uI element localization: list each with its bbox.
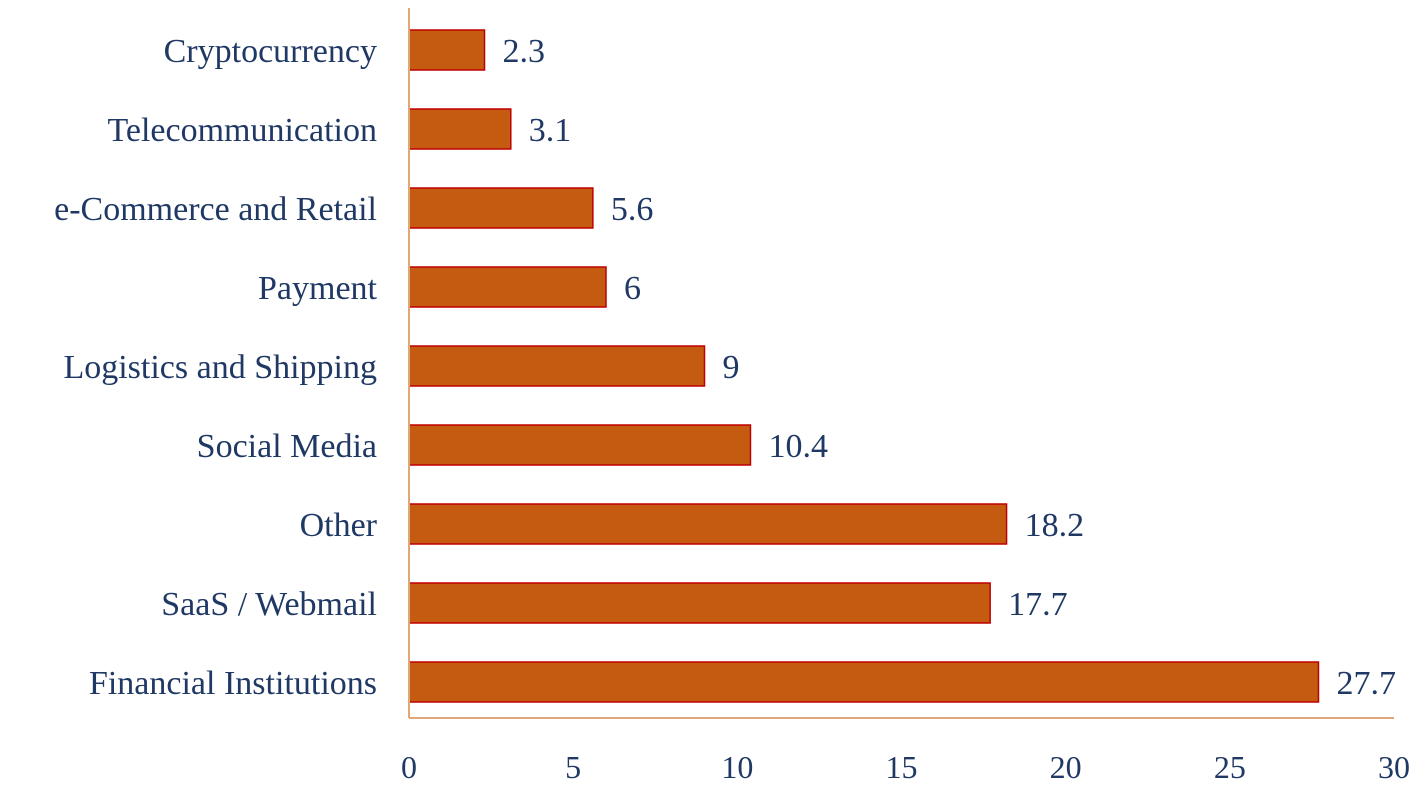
value-labels: 2.3 3.1 5.6 6 9 10.4 18.2 17.7 27.7 bbox=[503, 33, 1396, 702]
data-label: 10.4 bbox=[768, 428, 828, 465]
data-label: 18.2 bbox=[1025, 507, 1085, 544]
axes bbox=[408, 8, 1394, 719]
category-labels: Cryptocurrency Telecommunication e-Commerc… bbox=[54, 33, 378, 702]
data-label: 2.3 bbox=[503, 33, 546, 70]
category-label: Logistics and Shipping bbox=[63, 349, 377, 386]
x-tick-label: 25 bbox=[1214, 749, 1246, 785]
data-label: 6 bbox=[624, 270, 641, 307]
category-label: Other bbox=[300, 507, 378, 544]
category-label: Telecommunication bbox=[107, 112, 377, 149]
bar bbox=[408, 29, 486, 71]
x-tick-label: 15 bbox=[886, 749, 918, 785]
data-label: 5.6 bbox=[611, 191, 654, 228]
bar bbox=[408, 345, 706, 387]
bar bbox=[408, 266, 607, 308]
data-label: 27.7 bbox=[1336, 665, 1396, 702]
bars-layer bbox=[408, 29, 1320, 703]
data-label: 17.7 bbox=[1008, 586, 1068, 623]
bar bbox=[408, 424, 752, 466]
data-label: 9 bbox=[723, 349, 740, 386]
x-tick-label: 20 bbox=[1050, 749, 1082, 785]
bar bbox=[408, 661, 1320, 703]
bar bbox=[408, 108, 512, 150]
bar bbox=[408, 187, 594, 229]
category-label: e-Commerce and Retail bbox=[54, 191, 377, 228]
data-label: 3.1 bbox=[529, 112, 572, 149]
x-tick-label: 0 bbox=[401, 749, 417, 785]
x-tick-label: 5 bbox=[565, 749, 581, 785]
bar bbox=[408, 503, 1008, 545]
category-label: SaaS / Webmail bbox=[161, 586, 377, 623]
x-axis-ticks: 0 5 10 15 20 25 30 bbox=[401, 749, 1410, 785]
x-tick-label: 10 bbox=[721, 749, 753, 785]
x-tick-label: 30 bbox=[1378, 749, 1410, 785]
bar bbox=[408, 582, 991, 624]
category-label: Financial Institutions bbox=[89, 665, 377, 702]
category-label: Payment bbox=[258, 270, 378, 307]
category-label: Cryptocurrency bbox=[164, 33, 377, 70]
category-label: Social Media bbox=[197, 428, 377, 465]
